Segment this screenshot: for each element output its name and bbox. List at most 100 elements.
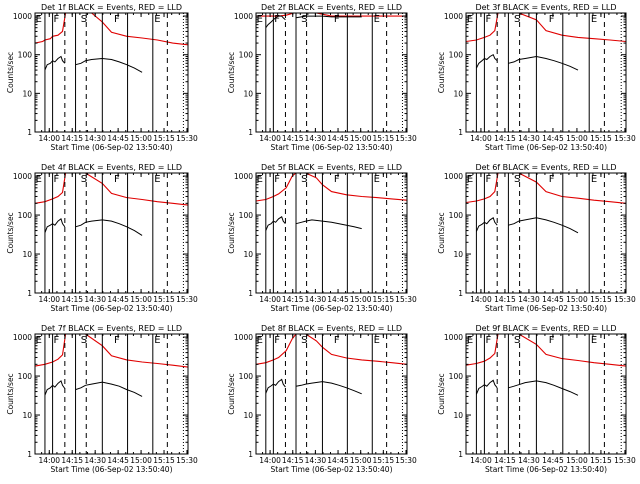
panel-title: Det 4f BLACK = Events, RED = LLD — [41, 163, 182, 172]
plot-area — [466, 334, 626, 454]
panel-title: Det 3f BLACK = Events, RED = LLD — [475, 3, 616, 12]
axes-box — [34, 12, 189, 133]
x-axis-label: Start Time (06-Sep-02 13:50:40) — [51, 304, 173, 313]
x-tick-label: 15:15 — [373, 456, 395, 465]
x-axis-label: Start Time (06-Sep-02 13:50:40) — [271, 304, 393, 313]
y-tick-label: 1 — [27, 128, 32, 137]
x-tick-label: 14:15 — [494, 134, 516, 143]
y-tick-label: 10 — [22, 89, 32, 98]
segment-letter: E — [36, 335, 42, 346]
plot-area — [35, 334, 188, 454]
y-tick-label: 100 — [239, 211, 254, 220]
plot-area — [35, 173, 188, 293]
x-axis-label: Start Time (06-Sep-02 13:50:40) — [271, 465, 393, 474]
events-series-line — [475, 53, 498, 69]
panel-title: Det 7f BLACK = Events, RED = LLD — [41, 324, 182, 333]
x-tick-label: 14:00 — [470, 456, 492, 465]
x-tick-label: 14:00 — [38, 456, 60, 465]
y-tick-label: 100 — [449, 211, 464, 220]
x-tick-label: 14:45 — [327, 134, 349, 143]
panel-title: Det 2f BLACK = Events, RED = LLD — [261, 3, 402, 12]
plot-area — [466, 173, 626, 293]
segment-letter: F — [549, 174, 555, 185]
y-tick-label: 1000 — [444, 333, 463, 342]
x-tick-label: 15:30 — [614, 295, 636, 304]
x-tick-label: 15:00 — [350, 295, 372, 304]
segment-letter: F — [54, 174, 60, 185]
x-tick-label: 14:30 — [518, 295, 540, 304]
panel-1: Det 1f BLACK = Events, RED = LLD E F S F E 1 10… — [6, 3, 198, 152]
segment-letter: F — [486, 174, 492, 185]
events-series-line — [475, 217, 498, 232]
segment-letter: F — [274, 14, 280, 25]
y-tick-label: 1000 — [13, 333, 32, 342]
x-tick-label: 15:15 — [153, 456, 175, 465]
y-tick-label: 100 — [18, 51, 33, 60]
x-tick-label: 14:15 — [494, 456, 516, 465]
y-axis-label: Counts/sec — [437, 212, 446, 253]
events-series-line — [295, 219, 362, 230]
segment-letter: E — [374, 174, 380, 185]
plot-area — [256, 13, 407, 132]
x-tick-label: 15:15 — [153, 295, 175, 304]
segment-letter: F — [549, 14, 555, 25]
segment-letter: F — [54, 14, 60, 25]
segment-letter: E — [36, 174, 42, 185]
y-tick-label: 10 — [453, 250, 463, 259]
y-tick-label: 1000 — [444, 12, 463, 21]
x-axis-label: Start Time (06-Sep-02 13:50:40) — [271, 143, 393, 152]
segment-letter: E — [257, 335, 263, 346]
x-axis-label: Start Time (06-Sep-02 13:50:40) — [51, 143, 173, 152]
x-tick-label: 15:30 — [395, 134, 417, 143]
x-tick-label: 14:15 — [282, 456, 304, 465]
plot-area — [256, 334, 407, 454]
segment-letter: E — [591, 14, 597, 25]
plot-area — [256, 173, 407, 293]
events-series-line — [295, 381, 362, 395]
segment-letter: E — [374, 335, 380, 346]
y-tick-label: 1 — [248, 450, 253, 459]
segment-letter: F — [486, 14, 492, 25]
segment-letter: S — [301, 174, 307, 185]
x-tick-label: 15:00 — [350, 134, 372, 143]
segment-letter: F — [334, 335, 340, 346]
y-tick-label: 10 — [22, 411, 32, 420]
axes-box — [465, 172, 627, 294]
segment-letter: S — [301, 335, 307, 346]
x-tick-label: 15:30 — [614, 134, 636, 143]
x-tick-label: 14:00 — [38, 295, 60, 304]
segment-letter: E — [257, 174, 263, 185]
segment-letter: F — [114, 335, 120, 346]
events-series-line — [508, 380, 579, 396]
x-tick-label: 14:15 — [282, 295, 304, 304]
x-tick-label: 14:00 — [470, 134, 492, 143]
x-tick-label: 14:30 — [84, 456, 106, 465]
events-series-line — [265, 15, 286, 28]
y-tick-label: 1000 — [13, 12, 32, 21]
plot-area — [466, 13, 626, 132]
lld-series-line — [256, 334, 407, 365]
segment-letter: F — [54, 335, 60, 346]
lld-series-line — [35, 334, 188, 368]
x-tick-label: 14:15 — [61, 134, 83, 143]
lld-series-line — [35, 13, 188, 46]
lld-series-line — [466, 173, 626, 204]
x-axis-label: Start Time (06-Sep-02 13:50:40) — [485, 465, 607, 474]
x-tick-label: 14:30 — [84, 134, 106, 143]
x-tick-label: 14:45 — [542, 456, 564, 465]
x-tick-label: 15:30 — [176, 295, 198, 304]
panel-title: Det 8f BLACK = Events, RED = LLD — [261, 324, 402, 333]
lld-series-line — [256, 173, 407, 202]
x-tick-label: 15:15 — [153, 134, 175, 143]
x-tick-label: 14:30 — [518, 456, 540, 465]
x-tick-label: 14:30 — [305, 295, 327, 304]
events-series-line — [508, 217, 579, 234]
x-tick-label: 14:45 — [327, 295, 349, 304]
segment-letter: E — [36, 14, 42, 25]
